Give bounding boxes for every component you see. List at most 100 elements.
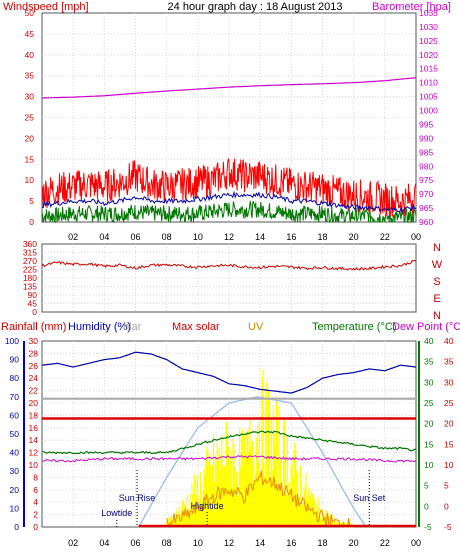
dew-point-tick-label: 5 <box>444 481 449 491</box>
rainfall-tick-label: 26 <box>29 361 39 371</box>
direction-tick-label: 225 <box>23 265 37 275</box>
dew-point-axis-title: Dew Point (°C) <box>392 321 460 333</box>
barometer-tick-label: 960 <box>419 217 433 227</box>
x-tick-label: 22 <box>380 538 390 548</box>
temperature-tick-label: 25 <box>424 398 434 408</box>
dew-point-tick-label: 30 <box>444 377 454 387</box>
rainfall-tick-label: 6 <box>33 485 38 495</box>
temperature-tick-label: 5 <box>424 481 429 491</box>
dew-point-tick-label: -5 <box>444 522 452 532</box>
humidity-tick-label: 60 <box>10 410 20 420</box>
rainfall-tick-label: 14 <box>29 435 39 445</box>
wind-average-series-line <box>41 190 417 213</box>
x-tick-label: 14 <box>255 232 265 242</box>
x-tick-label: 12 <box>224 232 234 242</box>
direction-tick-label: 360 <box>23 239 37 249</box>
barometer-tick-label: 1000 <box>419 106 438 116</box>
uv-axis-title: UV <box>248 321 264 333</box>
barometer-tick-label: 1010 <box>419 78 438 88</box>
x-tick-label: 04 <box>99 538 109 548</box>
x-tick-label: 22 <box>380 232 390 242</box>
dew-point-tick-label: 35 <box>444 357 454 367</box>
windspeed-tick-label: 40 <box>25 50 35 60</box>
barometer-tick-label: 1030 <box>419 22 438 32</box>
humidity-axis-title: Humidity (%) <box>68 321 131 333</box>
temperature-series-line <box>41 430 417 455</box>
humidity-tick-label: 40 <box>10 448 20 458</box>
direction-tick-label: 135 <box>23 282 37 292</box>
direction-tick-label: 270 <box>23 256 37 266</box>
barometer-tick-label: 985 <box>419 147 433 157</box>
compass-label: N <box>433 310 441 322</box>
rainfall-tick-label: 12 <box>29 448 39 458</box>
rainfall-tick-label: 20 <box>29 398 39 408</box>
barometer-series-line <box>42 77 417 99</box>
temperature-axis-title: Temperature (°C) <box>312 321 396 333</box>
hightide-label: Hightide <box>191 501 224 511</box>
barometer-tick-label: 995 <box>419 119 433 129</box>
windspeed-tick-label: 35 <box>25 71 35 81</box>
barometer-tick-label: 975 <box>419 175 433 185</box>
lowtide-label: Lowtide <box>101 508 132 518</box>
dew-point-tick-label: 15 <box>444 439 454 449</box>
x-tick-label: 06 <box>130 538 140 548</box>
barometer-tick-label: 1020 <box>419 50 438 60</box>
barometer-tick-label: 1035 <box>419 8 438 18</box>
dew-point-tick-label: 20 <box>444 419 454 429</box>
rainfall-tick-label: 24 <box>29 373 39 383</box>
x-tick-label: 00 <box>411 232 421 242</box>
windspeed-tick-label: 50 <box>25 8 35 18</box>
x-tick-label: 04 <box>99 232 109 242</box>
rainfall-tick-label: 28 <box>29 348 39 358</box>
humidity-tick-label: 70 <box>10 392 20 402</box>
humidity-tick-label: 30 <box>10 466 20 476</box>
x-tick-label: 12 <box>224 538 234 548</box>
direction-tick-label: 180 <box>23 273 37 283</box>
compass-label: S <box>433 276 440 288</box>
windspeed-tick-label: 45 <box>25 29 35 39</box>
wind-low-series-line <box>41 199 417 224</box>
dew-point-tick-label: 10 <box>444 460 454 470</box>
x-tick-label: 18 <box>317 538 327 548</box>
humidity-tick-label: 20 <box>10 485 20 495</box>
temperature-tick-label: 20 <box>424 419 434 429</box>
temperature-tick-label: 40 <box>424 336 434 346</box>
x-tick-label: 06 <box>130 232 140 242</box>
rain-humidity-temperature-panel: 0102030405060708090100024681012141618202… <box>5 336 454 548</box>
barometer-tick-label: 1025 <box>419 36 438 46</box>
windspeed-tick-label: 30 <box>25 92 35 102</box>
windspeed-tick-label: 5 <box>29 196 34 206</box>
direction-tick-label: 45 <box>28 299 38 309</box>
rainfall-tick-label: 8 <box>33 472 38 482</box>
barometer-tick-label: 990 <box>419 133 433 143</box>
humidity-tick-label: 90 <box>10 355 20 365</box>
temperature-tick-label: 10 <box>424 460 434 470</box>
temperature-tick-label: 35 <box>424 357 434 367</box>
x-tick-label: 20 <box>349 538 359 548</box>
barometer-tick-label: 965 <box>419 203 433 213</box>
wind-direction-series-line <box>41 259 417 271</box>
temperature-tick-label: -5 <box>424 522 432 532</box>
rainfall-tick-label: 18 <box>29 410 39 420</box>
direction-tick-label: 315 <box>23 248 37 258</box>
barometer-tick-label: 1015 <box>419 64 438 74</box>
humidity-tick-label: 0 <box>14 522 19 532</box>
humidity-series-line <box>41 351 417 394</box>
windspeed-tick-label: 15 <box>25 154 35 164</box>
humidity-tick-label: 80 <box>10 373 20 383</box>
x-tick-label: 20 <box>349 232 359 242</box>
humidity-tick-label: 100 <box>5 336 19 346</box>
chart-title: 24 hour graph day : 18 August 2013 <box>168 1 343 13</box>
compass-label: W <box>432 259 443 271</box>
compass-label: E <box>433 293 440 305</box>
x-tick-label: 02 <box>68 538 78 548</box>
rainfall-tick-label: 22 <box>29 386 39 396</box>
x-tick-label: 08 <box>162 232 172 242</box>
wind-barometer-panel: 0510152025303540455096096597097598098599… <box>25 8 439 242</box>
dew-point-tick-label: 0 <box>444 501 449 511</box>
x-tick-label: 16 <box>286 232 296 242</box>
direction-tick-label: 0 <box>32 307 37 317</box>
